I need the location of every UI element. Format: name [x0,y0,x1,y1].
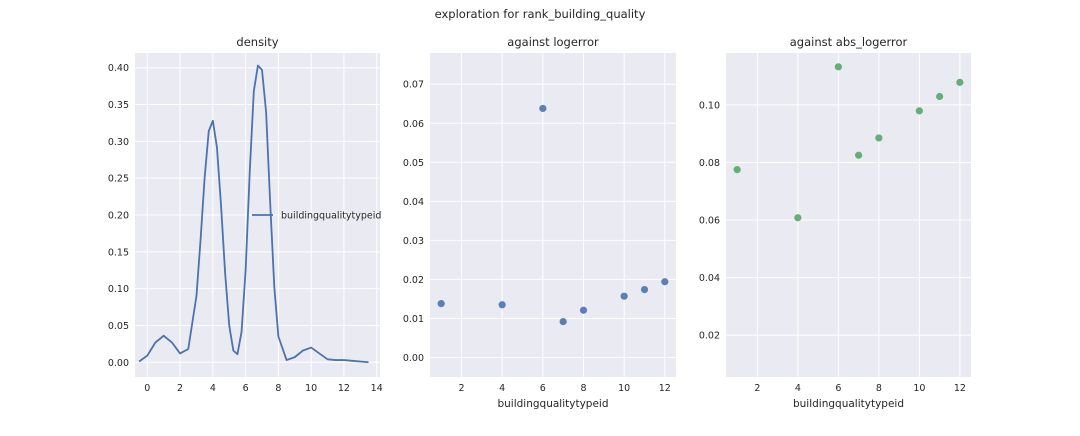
figure-suptitle: exploration for rank_building_quality [435,7,646,21]
x-tick-label: 6 [835,383,841,394]
scatter-point [498,301,506,309]
density-panel: density 0 2 4 6 8 10 12 14 0.00 0.05 0.10 0.15 0.20 0… [108,35,383,394]
y-tick-label: 0.00 [108,358,129,369]
scatter-point [875,134,883,142]
y-tick-label: 0.15 [108,247,129,258]
panel-title: against abs_logerror [790,35,908,49]
y-tick-label: 0.01 [403,314,424,325]
scatter-point [559,317,567,326]
y-tick-label: 0.05 [108,321,129,332]
y-tick-label: 0.02 [699,331,720,342]
y-tick-label: 0.03 [403,236,424,247]
scatter-point [579,306,588,314]
y-tick-label: 0.25 [108,174,129,185]
plot-background [430,53,676,377]
x-tick-label: 2 [754,383,760,394]
y-tick-label: 0.02 [403,275,424,286]
legend-label: buildingqualitytypeid [281,211,381,222]
x-axis-label: buildingqualitytypeid [793,398,904,410]
scatter-point [733,166,741,174]
panel-title: against logerror [507,35,599,49]
scatter-point [834,63,842,71]
y-tick-label: 0.08 [699,158,720,169]
x-tick-label: 10 [618,383,630,394]
y-tick-label: 0.06 [403,119,424,130]
abs-logerror-panel: against abs_logerror buildingqualitytype… [699,35,971,410]
x-tick-label: 0 [144,383,150,394]
y-tick-label: 0.10 [108,284,129,295]
y-tick-label: 0.06 [699,216,720,227]
x-tick-label: 14 [371,383,383,394]
x-tick-label: 8 [275,383,281,394]
scatter-point [855,151,863,159]
scatter-point [640,285,649,294]
x-tick-label: 12 [338,383,350,394]
y-tick-label: 0.35 [108,100,129,111]
y-tick-label: 0.04 [403,197,424,208]
y-tick-label: 0.10 [699,100,720,111]
x-tick-label: 2 [177,383,183,394]
y-tick-label: 0.20 [108,211,129,222]
scatter-point [794,214,802,222]
y-tick-label: 0.30 [108,137,129,148]
plot-background [726,53,971,377]
y-tick-label: 0.04 [699,273,720,284]
logerror-panel: against logerror buildingqualitytypeid 2… [403,35,676,410]
x-tick-label: 4 [499,383,505,394]
y-tick-label: 0.07 [403,80,424,91]
x-tick-label: 2 [458,383,464,394]
scatter-point [936,92,944,101]
scatter-point [620,292,628,300]
x-tick-label: 8 [580,383,586,394]
scatter-point [539,104,547,113]
x-tick-label: 4 [795,383,801,394]
x-tick-label: 10 [913,383,925,394]
x-tick-label: 8 [876,383,882,394]
y-tick-label: 0.00 [403,353,424,364]
x-tick-label: 12 [659,383,671,394]
scatter-point [915,107,923,115]
scatter-point [956,78,964,86]
x-tick-label: 6 [243,383,249,394]
x-tick-label: 10 [305,383,317,394]
scatter-point [661,278,669,286]
x-tick-label: 12 [954,383,966,394]
density-line [138,64,369,364]
y-tick-label: 0.40 [108,63,129,74]
x-tick-label: 6 [540,383,546,394]
x-tick-label: 4 [210,383,216,394]
scatter-point [437,300,445,308]
x-axis-label: buildingqualitytypeid [497,398,608,410]
y-tick-label: 0.05 [403,158,424,169]
panel-title: density [236,35,278,49]
